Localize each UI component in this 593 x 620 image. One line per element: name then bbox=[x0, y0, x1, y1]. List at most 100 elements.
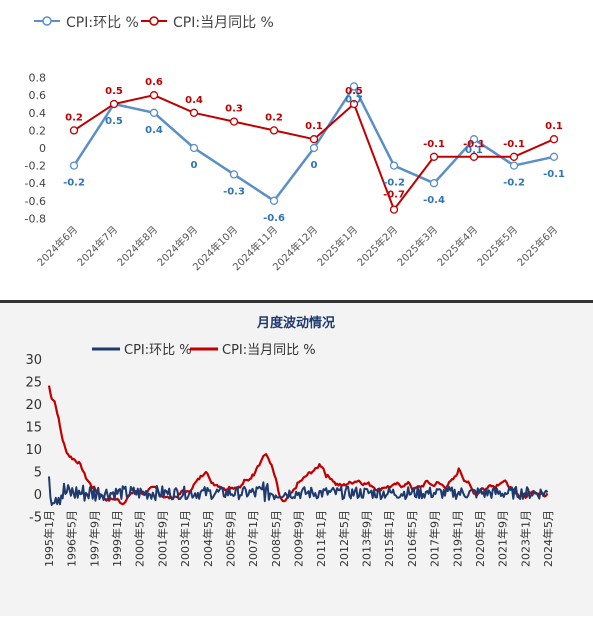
mom-point bbox=[269, 196, 279, 205]
mom-point bbox=[389, 161, 399, 170]
x-tick-label: 2025年5月 bbox=[474, 223, 520, 269]
yoy-data-label: 0.1 bbox=[305, 121, 323, 132]
y-tick-label: -0.8 bbox=[25, 212, 46, 225]
x-tick-label: 2001年9月 bbox=[155, 510, 169, 567]
x-tick-label: 2003年1月 bbox=[178, 510, 192, 567]
x-tick-label: 1999年1月 bbox=[110, 510, 124, 567]
x-tick-label: 2025年3月 bbox=[394, 223, 440, 269]
legend-label: CPI:当月同比 % bbox=[222, 343, 316, 358]
monthly-cpi-line-chart: CPI:环比 % CPI:当月同比 % 0.8 0.6 0.4 0.2 0 -0.2 -0.4 -… bbox=[25, 15, 565, 273]
x-tick-label: 2017年9月 bbox=[428, 510, 442, 567]
y-tick-label: 30 bbox=[25, 353, 42, 368]
mom-data-label: 0.1 bbox=[465, 145, 483, 156]
x-tick-label: 2004年5月 bbox=[201, 510, 215, 567]
mom-point bbox=[429, 179, 439, 188]
mom-data-label: -0.2 bbox=[383, 178, 405, 189]
panel-divider bbox=[0, 300, 593, 303]
y-tick-label: -0.2 bbox=[25, 160, 46, 173]
x-tick-label: 2025年2月 bbox=[354, 223, 400, 269]
mom-data-label: -0.2 bbox=[63, 178, 85, 189]
y-tick-label: 15 bbox=[25, 421, 42, 436]
mom-data-label: -0.4 bbox=[423, 195, 445, 206]
mom-point bbox=[309, 143, 319, 153]
historical-cpi-line-chart: 月度波动情况 CPI:环比 % CPI:当月同比 % 30 25 20 15 10 5 0 -5 19… bbox=[25, 315, 555, 567]
mom-data-label: 0.5 bbox=[105, 116, 123, 127]
legend-label: CPI:当月同比 % bbox=[173, 15, 274, 31]
x-tick-label: 2007年1月 bbox=[246, 510, 260, 567]
bottom-chart-panel: 月度波动情况 CPI:环比 % CPI:当月同比 % 30 25 20 15 10 5 0 -5 19… bbox=[0, 303, 593, 616]
x-tick-label: 2011年1月 bbox=[314, 510, 328, 567]
yoy-point bbox=[189, 108, 199, 117]
yoy-data-label: 0.6 bbox=[145, 77, 163, 88]
x-tick-label: 2012年5月 bbox=[337, 510, 351, 567]
yoy-series-line bbox=[47, 385, 549, 506]
y-tick-label: -0.6 bbox=[25, 195, 46, 208]
x-tick-label: 2008年5月 bbox=[269, 510, 283, 567]
mom-point bbox=[69, 161, 79, 170]
x-tick-label: 2009年9月 bbox=[292, 510, 306, 567]
x-tick-label: 2005年9月 bbox=[223, 510, 237, 567]
x-tick-label: 2024年8月 bbox=[114, 223, 160, 269]
x-tick-label: 2020年5月 bbox=[473, 510, 487, 567]
yoy-data-label: -0.1 bbox=[503, 139, 525, 150]
mom-series-line bbox=[48, 476, 549, 506]
x-tick-label: 2015年1月 bbox=[382, 510, 396, 567]
mom-data-label: -0.2 bbox=[503, 178, 525, 189]
legend-label: CPI:环比 % bbox=[66, 15, 139, 31]
x-tick-label: 2024年7月 bbox=[74, 223, 120, 269]
yoy-point bbox=[149, 91, 159, 100]
yoy-data-label: -0.1 bbox=[423, 139, 445, 150]
yoy-point bbox=[429, 152, 439, 161]
mom-data-label: -0.6 bbox=[263, 213, 285, 224]
y-tick-label: 0.4 bbox=[29, 107, 47, 120]
mom-data-label: 0.4 bbox=[145, 125, 163, 136]
y-tick-label: 20 bbox=[25, 398, 42, 413]
yoy-data-label: 0.1 bbox=[545, 121, 563, 132]
mom-point bbox=[509, 161, 519, 170]
yoy-point bbox=[509, 152, 519, 161]
x-tick-label: 2021年9月 bbox=[496, 510, 510, 567]
yoy-data-label: 0.4 bbox=[185, 95, 203, 106]
mom-point bbox=[469, 135, 479, 144]
yoy-point bbox=[349, 99, 359, 109]
x-tick-label: 2016年5月 bbox=[405, 510, 419, 567]
yoy-point bbox=[229, 117, 239, 126]
x-tick-label: 2024年5月 bbox=[541, 510, 555, 567]
mom-data-label: -0.1 bbox=[543, 169, 565, 180]
yoy-data-label: -0.7 bbox=[383, 190, 405, 201]
mom-point bbox=[149, 108, 159, 117]
yoy-data-label: 0.3 bbox=[225, 104, 243, 115]
mom-point bbox=[349, 82, 359, 91]
mom-data-label: 0 bbox=[191, 160, 198, 171]
legend-marker bbox=[42, 16, 52, 26]
yoy-point bbox=[109, 99, 119, 109]
yoy-point bbox=[469, 152, 479, 161]
y-tick-label: 0.2 bbox=[29, 124, 47, 137]
legend-label: CPI:环比 % bbox=[124, 343, 192, 358]
yoy-data-label: 0.2 bbox=[65, 112, 83, 123]
y-tick-label: 5 bbox=[34, 466, 42, 481]
yoy-data-label: -0.1 bbox=[463, 139, 485, 150]
yoy-data-label: 0.2 bbox=[265, 112, 283, 123]
chart-title: 月度波动情况 bbox=[256, 315, 335, 331]
y-tick-label: 25 bbox=[25, 376, 42, 391]
x-tick-label: 2025年6月 bbox=[514, 223, 560, 269]
yoy-point bbox=[389, 205, 399, 214]
yoy-point bbox=[309, 135, 319, 144]
yoy-data-label: 0.5 bbox=[345, 86, 363, 97]
x-tick-label: 2024年6月 bbox=[34, 223, 80, 269]
x-tick-label: 2025年4月 bbox=[434, 223, 480, 269]
x-tick-label: 2023年1月 bbox=[518, 510, 532, 567]
x-tick-label: 1997年9月 bbox=[87, 510, 101, 567]
x-tick-label: 2025年1月 bbox=[314, 223, 360, 269]
yoy-point bbox=[549, 135, 559, 144]
y-tick-label: 0 bbox=[34, 488, 42, 503]
y-tick-label: 10 bbox=[25, 443, 42, 458]
legend-marker bbox=[149, 16, 159, 26]
y-tick-label: 0.8 bbox=[29, 72, 47, 85]
yoy-point bbox=[69, 126, 79, 135]
y-tick-label: -5 bbox=[29, 511, 42, 526]
y-tick-label: -0.4 bbox=[25, 177, 46, 190]
mom-point bbox=[229, 170, 239, 179]
yoy-data-label: 0.5 bbox=[105, 86, 123, 97]
